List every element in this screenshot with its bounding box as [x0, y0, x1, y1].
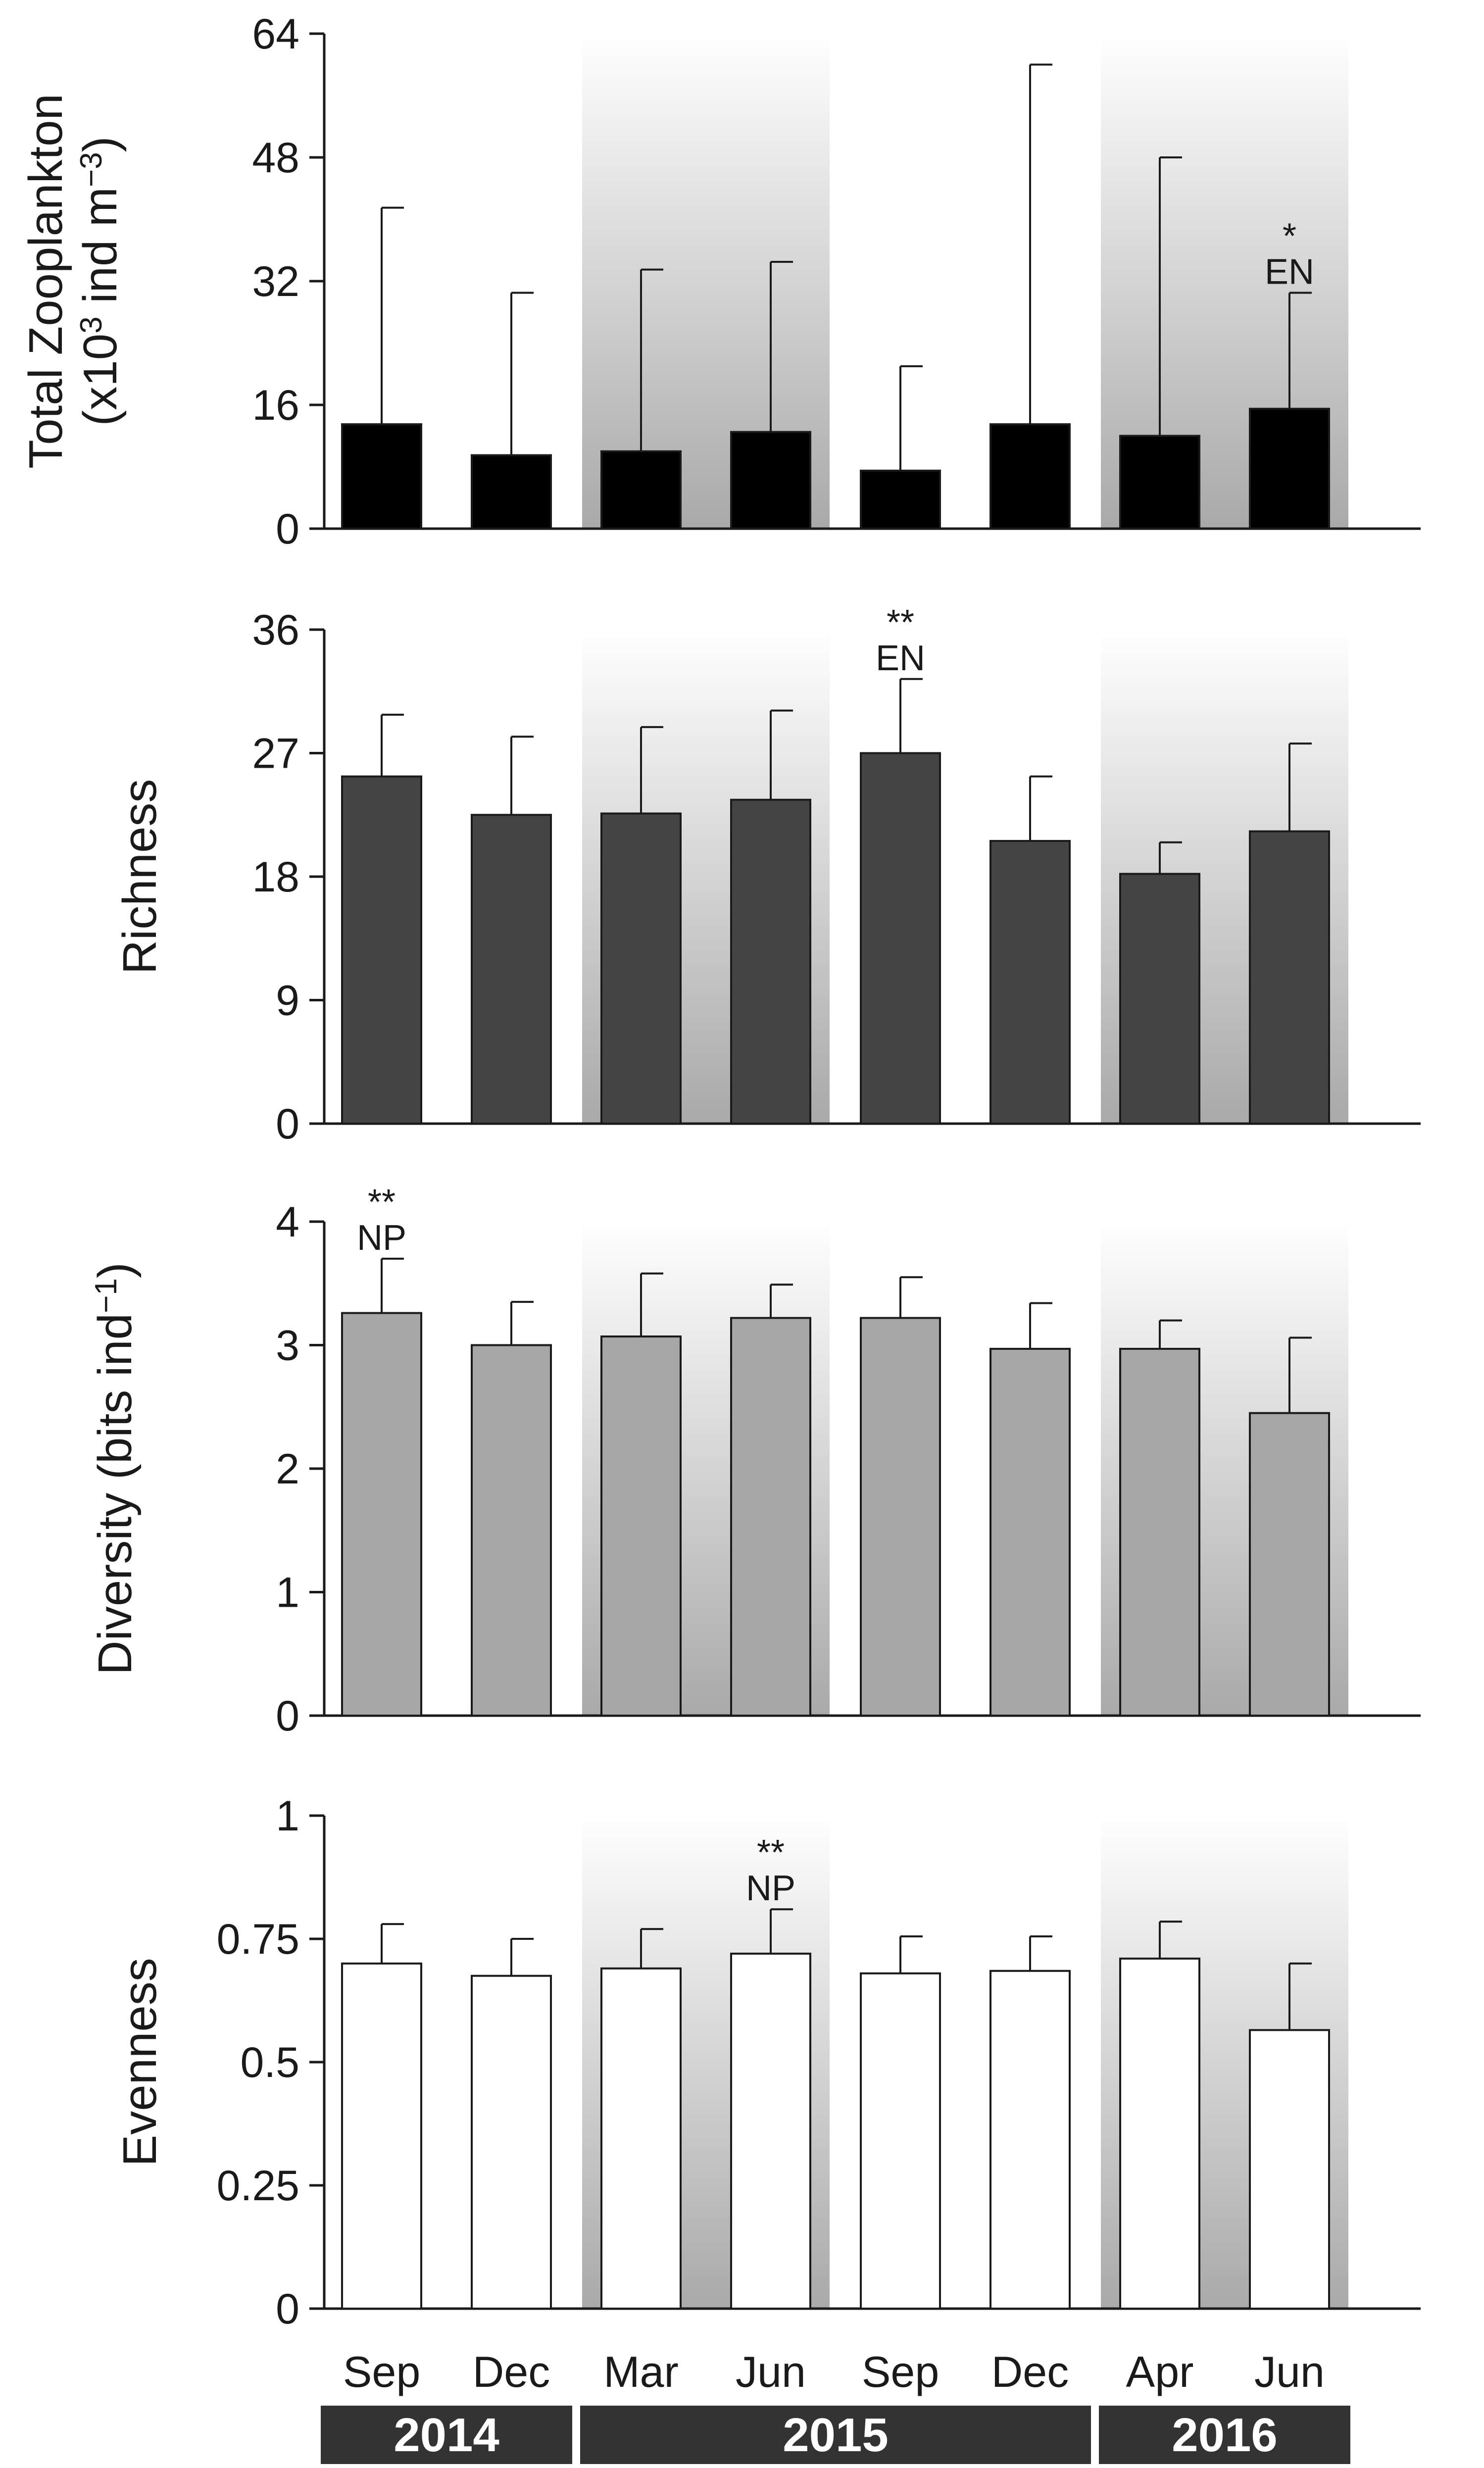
bar	[989, 839, 1071, 1125]
y-tick-label: 16	[252, 382, 299, 429]
y-tick-label: 64	[252, 10, 299, 58]
bar	[1119, 873, 1200, 1125]
bar	[860, 752, 941, 1125]
bar	[989, 1970, 1071, 2310]
bar	[600, 1335, 682, 1717]
y-tick-label: 4	[276, 1198, 299, 1246]
year-box	[1099, 2406, 1350, 2464]
y-axis-title: Richness	[113, 779, 166, 975]
year-label: 2014	[394, 2409, 499, 2462]
bar	[1119, 435, 1200, 530]
bar	[860, 1317, 941, 1717]
y-tick-label: 0.75	[217, 1916, 299, 1963]
bar	[471, 1344, 552, 1717]
x-axis-labels: Sep Dec Mar Jun Sep Dec Apr Jun	[343, 2347, 1325, 2396]
bar	[860, 469, 941, 530]
panel-2: 0 9 18 27 36 **EN Richness	[113, 603, 1421, 1148]
bar	[600, 450, 682, 530]
y-tick-label: 0	[276, 505, 299, 553]
x-tick-label: Jun	[736, 2347, 806, 2396]
y-tick-label: 0	[276, 1692, 299, 1740]
y-axis-title-part: (x10	[74, 334, 127, 426]
y-tick-label: 1	[276, 1792, 299, 1840]
bar	[1249, 1412, 1330, 1717]
significance-stars: **	[887, 603, 914, 642]
year-label: 2016	[1172, 2409, 1278, 2462]
y-tick-label: 9	[276, 977, 299, 1025]
significance-label: EN	[876, 639, 925, 678]
bar	[1249, 830, 1330, 1125]
y-tick-label: 0	[276, 2285, 299, 2333]
bar	[600, 1967, 682, 2310]
significance-stars: **	[368, 1183, 396, 1222]
bar	[730, 798, 811, 1125]
significance-label: NP	[357, 1218, 406, 1258]
y-tick-label: 3	[276, 1322, 299, 1370]
bar	[1249, 407, 1330, 530]
bar	[989, 1347, 1071, 1717]
x-tick-label: Sep	[862, 2347, 940, 2396]
y-tick-label: 0.5	[240, 2039, 299, 2086]
x-tick-label: Sep	[343, 2347, 421, 2396]
bar	[989, 423, 1071, 530]
significance-label: EN	[1265, 252, 1314, 292]
bar	[341, 775, 422, 1125]
y-axis-title: Diversity (bits ind−1)	[89, 1262, 142, 1675]
bar	[730, 1952, 811, 2310]
bar	[600, 812, 682, 1125]
bar	[1119, 1957, 1200, 2310]
year-box	[321, 2406, 572, 2464]
y-axis-title-part: )	[74, 136, 127, 152]
y-tick-label: 0.25	[217, 2162, 299, 2210]
bar	[341, 1312, 422, 1717]
y-tick-label: 18	[252, 853, 299, 901]
y-axis-title-part: ind m	[74, 187, 127, 316]
bar	[341, 1962, 422, 2310]
y-axis-title: Total Zooplankton	[19, 94, 72, 469]
bar	[1119, 1347, 1200, 1717]
year-label: 2015	[783, 2409, 889, 2462]
y-tick-label: 48	[252, 134, 299, 182]
y-tick-label: 1	[276, 1569, 299, 1617]
y-axis-title-part: −1	[89, 1278, 123, 1313]
bar	[1249, 2029, 1330, 2310]
x-tick-label: Mar	[603, 2347, 679, 2396]
x-tick-label: Dec	[991, 2347, 1069, 2396]
panel-1: 0 16 32 48 64 *EN Total Zooplankton (x103 ind m…	[19, 10, 1421, 553]
y-axis-title-part: −3	[74, 152, 108, 187]
y-axis-title: Evenness	[113, 1958, 166, 2167]
bar	[860, 1972, 941, 2310]
bar	[471, 814, 552, 1125]
bar	[471, 1974, 552, 2310]
panel-3: 0 1 2 3 4 **NP Diversity (bits ind−1)	[89, 1183, 1421, 1740]
y-axis-title-part: Diversity (bits ind	[89, 1313, 142, 1675]
significance-label: NP	[746, 1869, 795, 1908]
x-tick-label: Dec	[473, 2347, 550, 2396]
panel-4: 0 0.25 0.5 0.75 1 **NP Evenness	[113, 1792, 1421, 2333]
bar	[730, 1317, 811, 1717]
y-tick-label: 27	[252, 730, 299, 778]
bar	[730, 431, 811, 530]
y-tick-label: 32	[252, 258, 299, 305]
y-tick-label: 0	[276, 1100, 299, 1148]
x-tick-label: Jun	[1254, 2347, 1325, 2396]
y-axis-title-units: (x103 ind m−3)	[74, 136, 127, 426]
bar	[341, 423, 422, 530]
significance-stars: *	[1283, 216, 1296, 256]
y-axis-title-part: 3	[74, 316, 108, 333]
year-boxes: 2014 2015 2016	[321, 2406, 1350, 2464]
year-box	[580, 2406, 1091, 2464]
significance-stars: **	[757, 1833, 785, 1873]
y-tick-label: 36	[252, 606, 299, 654]
x-tick-label: Apr	[1126, 2347, 1194, 2396]
bar	[471, 454, 552, 530]
y-tick-label: 2	[276, 1445, 299, 1493]
y-axis-title-part: )	[89, 1262, 142, 1278]
